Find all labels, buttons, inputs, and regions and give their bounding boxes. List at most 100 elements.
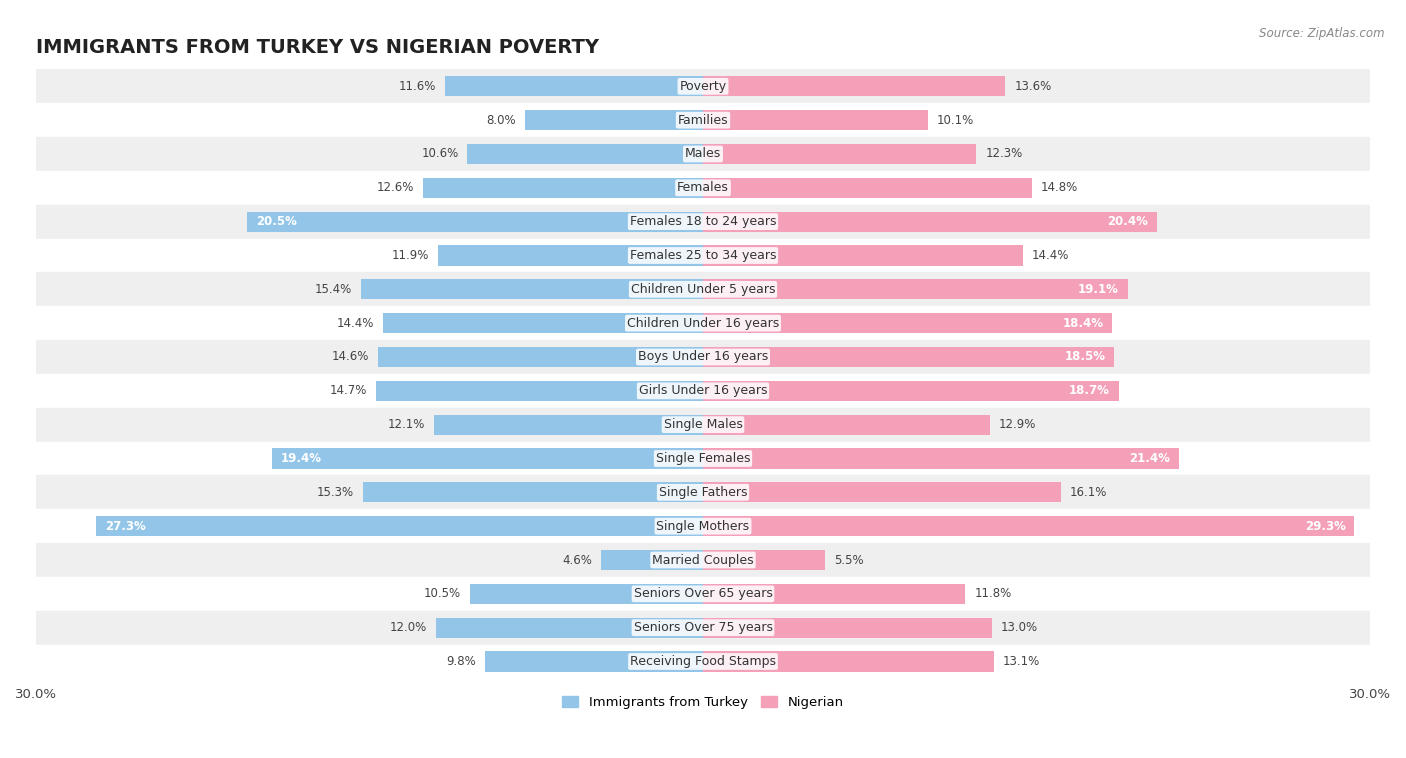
Bar — [377, 381, 703, 401]
Bar — [485, 651, 703, 672]
Bar — [434, 415, 703, 435]
Bar — [703, 584, 966, 604]
Bar — [37, 70, 1369, 103]
Bar — [703, 347, 1115, 367]
Bar — [703, 313, 1112, 334]
Text: 18.4%: 18.4% — [1062, 317, 1104, 330]
Text: 12.9%: 12.9% — [998, 418, 1036, 431]
Bar — [703, 550, 825, 570]
Bar — [363, 482, 703, 503]
Text: Females 25 to 34 years: Females 25 to 34 years — [630, 249, 776, 262]
Text: 11.6%: 11.6% — [399, 80, 436, 92]
Bar — [703, 448, 1178, 468]
Text: 19.1%: 19.1% — [1078, 283, 1119, 296]
Text: Single Males: Single Males — [664, 418, 742, 431]
Bar — [467, 144, 703, 164]
Text: Single Fathers: Single Fathers — [659, 486, 747, 499]
Bar — [446, 76, 703, 96]
Bar — [703, 110, 928, 130]
Text: Seniors Over 75 years: Seniors Over 75 years — [634, 621, 772, 634]
Text: Receiving Food Stamps: Receiving Food Stamps — [630, 655, 776, 668]
Bar — [96, 516, 703, 537]
Text: Boys Under 16 years: Boys Under 16 years — [638, 350, 768, 364]
Bar — [37, 205, 1369, 239]
Bar — [37, 475, 1369, 509]
Text: 12.0%: 12.0% — [389, 621, 427, 634]
Bar — [37, 374, 1369, 408]
Text: 4.6%: 4.6% — [562, 553, 592, 566]
Bar — [703, 651, 994, 672]
Text: 14.6%: 14.6% — [332, 350, 370, 364]
Text: 16.1%: 16.1% — [1070, 486, 1108, 499]
Text: 11.9%: 11.9% — [392, 249, 429, 262]
Bar — [247, 211, 703, 232]
Bar — [378, 347, 703, 367]
Text: 15.4%: 15.4% — [315, 283, 352, 296]
Bar — [37, 171, 1369, 205]
Bar — [703, 482, 1062, 503]
Bar — [37, 509, 1369, 543]
Bar — [703, 246, 1024, 265]
Text: 12.1%: 12.1% — [388, 418, 425, 431]
Text: Children Under 5 years: Children Under 5 years — [631, 283, 775, 296]
Bar — [37, 103, 1369, 137]
Text: 20.4%: 20.4% — [1107, 215, 1147, 228]
Text: Males: Males — [685, 148, 721, 161]
Bar — [524, 110, 703, 130]
Bar — [37, 137, 1369, 171]
Text: Children Under 16 years: Children Under 16 years — [627, 317, 779, 330]
Text: 10.6%: 10.6% — [422, 148, 458, 161]
Text: 14.8%: 14.8% — [1040, 181, 1078, 194]
Text: Single Mothers: Single Mothers — [657, 520, 749, 533]
Text: 21.4%: 21.4% — [1129, 452, 1170, 465]
Text: 14.4%: 14.4% — [336, 317, 374, 330]
Bar — [470, 584, 703, 604]
Bar — [703, 76, 1005, 96]
Bar — [703, 516, 1354, 537]
Bar — [37, 644, 1369, 678]
Bar — [382, 313, 703, 334]
Bar — [703, 144, 977, 164]
Text: 15.3%: 15.3% — [316, 486, 354, 499]
Legend: Immigrants from Turkey, Nigerian: Immigrants from Turkey, Nigerian — [557, 691, 849, 715]
Bar — [439, 246, 703, 265]
Bar — [37, 340, 1369, 374]
Text: Poverty: Poverty — [679, 80, 727, 92]
Text: 13.1%: 13.1% — [1002, 655, 1040, 668]
Text: Married Couples: Married Couples — [652, 553, 754, 566]
Text: 10.5%: 10.5% — [423, 587, 461, 600]
Text: Single Females: Single Females — [655, 452, 751, 465]
Text: 14.7%: 14.7% — [330, 384, 367, 397]
Text: 8.0%: 8.0% — [486, 114, 516, 127]
Bar — [37, 408, 1369, 442]
Text: Families: Families — [678, 114, 728, 127]
Text: 5.5%: 5.5% — [834, 553, 863, 566]
Bar — [703, 415, 990, 435]
Bar — [703, 618, 993, 637]
Bar — [703, 381, 1119, 401]
Text: Seniors Over 65 years: Seniors Over 65 years — [634, 587, 772, 600]
Bar — [436, 618, 703, 637]
Text: 12.6%: 12.6% — [377, 181, 413, 194]
Text: Females: Females — [678, 181, 728, 194]
Bar — [37, 543, 1369, 577]
Text: 12.3%: 12.3% — [986, 148, 1022, 161]
Text: 10.1%: 10.1% — [936, 114, 974, 127]
Text: 13.6%: 13.6% — [1014, 80, 1052, 92]
Bar — [37, 306, 1369, 340]
Text: 19.4%: 19.4% — [281, 452, 322, 465]
Text: IMMIGRANTS FROM TURKEY VS NIGERIAN POVERTY: IMMIGRANTS FROM TURKEY VS NIGERIAN POVER… — [37, 38, 599, 57]
Text: 27.3%: 27.3% — [105, 520, 146, 533]
Text: Source: ZipAtlas.com: Source: ZipAtlas.com — [1260, 27, 1385, 39]
Text: 29.3%: 29.3% — [1305, 520, 1346, 533]
Text: 20.5%: 20.5% — [256, 215, 297, 228]
Text: 9.8%: 9.8% — [447, 655, 477, 668]
Bar — [37, 611, 1369, 644]
Text: Girls Under 16 years: Girls Under 16 years — [638, 384, 768, 397]
Text: 14.4%: 14.4% — [1032, 249, 1070, 262]
Bar — [360, 279, 703, 299]
Text: 13.0%: 13.0% — [1001, 621, 1038, 634]
Text: 11.8%: 11.8% — [974, 587, 1011, 600]
Bar — [37, 577, 1369, 611]
Text: Females 18 to 24 years: Females 18 to 24 years — [630, 215, 776, 228]
